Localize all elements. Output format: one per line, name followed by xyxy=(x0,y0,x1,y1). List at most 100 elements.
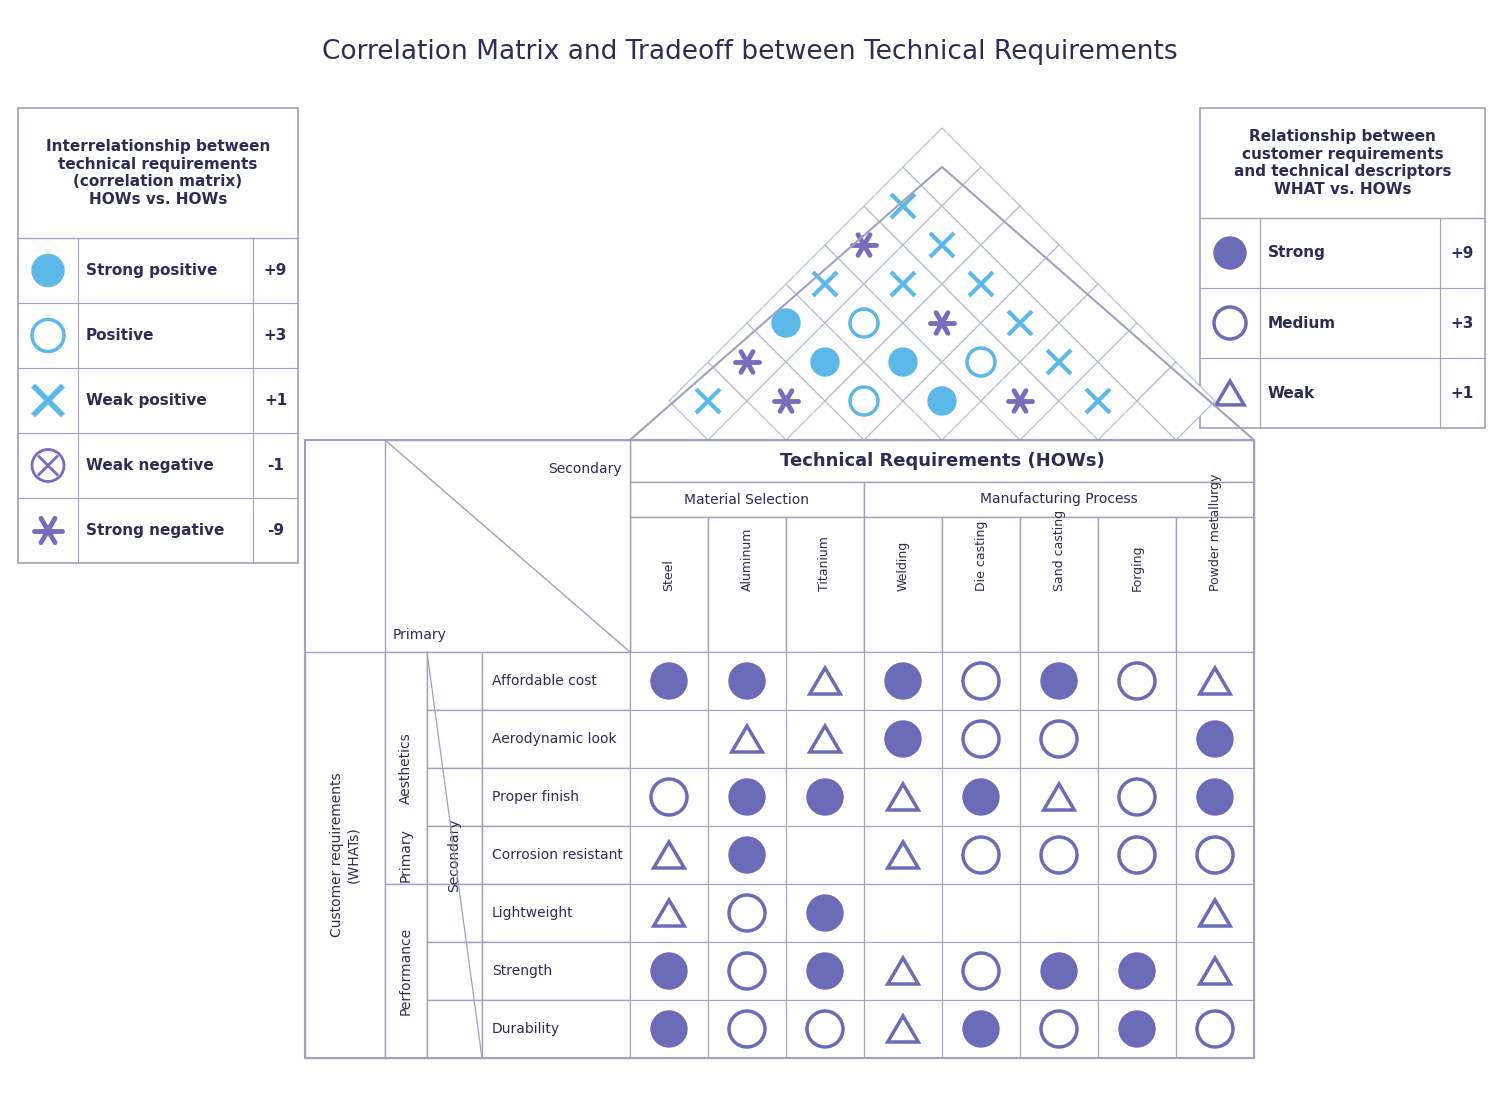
Bar xyxy=(708,1000,786,1057)
Bar xyxy=(304,652,386,1057)
Polygon shape xyxy=(1200,668,1230,694)
Text: Performance: Performance xyxy=(399,927,412,1015)
Bar xyxy=(786,652,864,709)
Text: Primary: Primary xyxy=(393,628,447,642)
Text: Manufacturing Process: Manufacturing Process xyxy=(980,492,1138,507)
Text: Corrosion resistant: Corrosion resistant xyxy=(492,848,622,862)
Polygon shape xyxy=(810,726,840,752)
Bar xyxy=(630,709,708,768)
Circle shape xyxy=(1041,662,1077,699)
Polygon shape xyxy=(825,206,903,284)
Circle shape xyxy=(772,309,800,337)
Bar xyxy=(864,942,942,1000)
Bar xyxy=(786,826,864,884)
Bar xyxy=(1020,942,1098,1000)
Bar xyxy=(482,768,630,826)
Bar xyxy=(786,942,864,1000)
Polygon shape xyxy=(942,245,1020,323)
Text: Material Selection: Material Selection xyxy=(684,492,810,507)
Text: Die casting: Die casting xyxy=(975,520,987,591)
Circle shape xyxy=(1041,1010,1077,1047)
Bar xyxy=(630,942,708,1000)
Bar xyxy=(427,709,482,768)
Bar xyxy=(427,884,482,942)
Text: Lightweight: Lightweight xyxy=(492,906,573,920)
Text: -1: -1 xyxy=(267,458,284,473)
Circle shape xyxy=(651,779,687,815)
Polygon shape xyxy=(1098,323,1176,401)
Bar xyxy=(708,768,786,826)
Bar xyxy=(708,942,786,1000)
Bar xyxy=(630,826,708,884)
Bar xyxy=(1176,942,1254,1000)
Circle shape xyxy=(1119,837,1155,873)
Bar xyxy=(1200,109,1485,427)
Circle shape xyxy=(850,309,877,337)
Bar xyxy=(427,652,482,709)
Circle shape xyxy=(890,348,916,376)
Circle shape xyxy=(32,254,64,286)
Bar xyxy=(18,109,298,563)
Bar xyxy=(708,826,786,884)
Bar xyxy=(630,884,708,942)
Polygon shape xyxy=(825,363,903,440)
Bar xyxy=(1098,826,1176,884)
Text: Correlation Matrix and Tradeoff between Technical Requirements: Correlation Matrix and Tradeoff between … xyxy=(322,39,1178,65)
Polygon shape xyxy=(1044,784,1074,810)
Bar xyxy=(1176,768,1254,826)
Polygon shape xyxy=(732,726,762,752)
Circle shape xyxy=(885,662,921,699)
Circle shape xyxy=(885,721,921,756)
Circle shape xyxy=(1119,1010,1155,1047)
Text: Forging: Forging xyxy=(1131,545,1143,591)
Circle shape xyxy=(1119,953,1155,989)
Bar xyxy=(1098,768,1176,826)
Bar xyxy=(786,768,864,826)
Text: Sand casting: Sand casting xyxy=(1053,510,1065,591)
Bar xyxy=(427,768,482,826)
Circle shape xyxy=(729,779,765,815)
Polygon shape xyxy=(1020,323,1098,401)
Bar xyxy=(1098,1000,1176,1057)
Text: Positive: Positive xyxy=(86,328,154,344)
Polygon shape xyxy=(708,323,786,401)
Polygon shape xyxy=(1216,382,1243,405)
Circle shape xyxy=(1197,779,1233,815)
Bar xyxy=(1098,517,1176,652)
Bar xyxy=(1020,768,1098,826)
Text: +1: +1 xyxy=(1450,386,1474,401)
Polygon shape xyxy=(888,1016,918,1042)
Bar xyxy=(1176,652,1254,709)
Polygon shape xyxy=(903,284,981,363)
Polygon shape xyxy=(942,323,1020,401)
Circle shape xyxy=(963,662,999,699)
Circle shape xyxy=(1214,237,1246,269)
Circle shape xyxy=(963,837,999,873)
Circle shape xyxy=(1197,1010,1233,1047)
Polygon shape xyxy=(981,206,1059,284)
Circle shape xyxy=(928,387,956,415)
Bar xyxy=(1176,709,1254,768)
Text: Medium: Medium xyxy=(1268,316,1336,330)
Circle shape xyxy=(729,1010,765,1047)
Bar xyxy=(708,884,786,942)
Text: Powder metallurgy: Powder metallurgy xyxy=(1209,473,1221,591)
Bar xyxy=(1176,826,1254,884)
Bar xyxy=(1020,517,1098,652)
Bar xyxy=(942,768,1020,826)
Polygon shape xyxy=(903,206,981,284)
Circle shape xyxy=(32,320,64,351)
Bar xyxy=(786,517,864,652)
Polygon shape xyxy=(747,284,825,363)
Bar xyxy=(386,884,427,1057)
Polygon shape xyxy=(942,167,1020,245)
Polygon shape xyxy=(888,784,918,810)
Text: Welding: Welding xyxy=(897,540,909,591)
Circle shape xyxy=(807,953,843,989)
Polygon shape xyxy=(903,363,981,440)
Text: Aerodynamic look: Aerodynamic look xyxy=(492,732,616,746)
Text: Secondary: Secondary xyxy=(549,462,622,476)
Bar xyxy=(482,826,630,884)
Polygon shape xyxy=(654,841,684,868)
Circle shape xyxy=(729,837,765,873)
